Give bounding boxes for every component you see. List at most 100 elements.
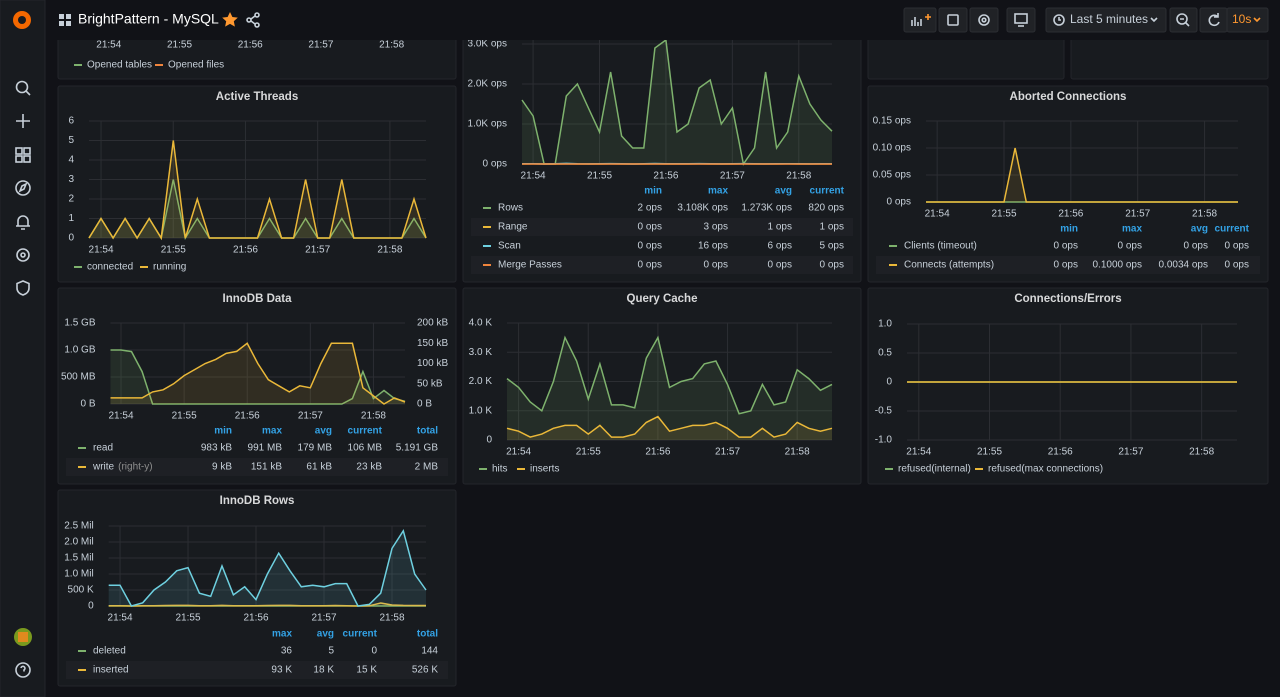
x-tick-label: 21:55: [576, 447, 601, 458]
view-mode-button[interactable]: [1006, 7, 1036, 33]
panel: [57, 489, 457, 687]
x-tick-label: 21:58: [786, 171, 811, 182]
series-area: [89, 140, 426, 238]
add-panel-icon: [911, 17, 922, 26]
y-tick-label: 3.0K ops: [468, 39, 507, 50]
y2-tick-label: 200 kB: [417, 318, 448, 329]
panel: [867, 85, 1269, 283]
y-tick-label: 0: [68, 233, 74, 244]
chevron: [1150, 17, 1158, 23]
legend-label: running: [153, 262, 186, 273]
x-tick-label: 21:57: [715, 447, 740, 458]
create-icon[interactable]: [16, 114, 30, 128]
y-tick-label: 1.0: [878, 319, 892, 330]
legend-row-band: [471, 218, 853, 236]
x-tick-label: 21:58: [379, 40, 404, 51]
legend-value: 526 K: [412, 665, 438, 676]
clock-icon: [1058, 17, 1061, 21]
panel: [462, 287, 862, 485]
y-tick-label: 0: [886, 377, 892, 388]
gear-icon: [978, 14, 990, 26]
y-tick-label: -1.0: [875, 435, 893, 446]
x-tick-label: 21:54: [89, 245, 114, 256]
search-icon[interactable]: [15, 80, 31, 96]
legend-label: connected: [87, 262, 133, 273]
help-icon[interactable]: [15, 662, 31, 678]
zoom-out-button[interactable]: [1169, 7, 1198, 33]
x-tick-label: 21:54: [506, 447, 531, 458]
gear-icon: [981, 17, 987, 23]
x-tick-label: 21:57: [311, 613, 336, 624]
x-tick-label: 21:58: [377, 245, 402, 256]
legend-value: 6 ops: [768, 241, 792, 252]
legend-header: avg: [1191, 224, 1208, 235]
legend-value: 23 kB: [356, 462, 382, 473]
panel-title: InnoDB Data: [223, 293, 293, 305]
y-tick-label: 0.05 ops: [873, 170, 911, 181]
legend-value: 0 ops: [1118, 241, 1142, 252]
panel-title: Query Cache: [627, 293, 698, 305]
save-button[interactable]: [938, 7, 968, 33]
x-tick-label: 21:55: [587, 171, 612, 182]
series-line: [110, 349, 406, 405]
x-tick-label: 21:56: [1058, 209, 1083, 220]
legend-value: 36: [281, 646, 293, 657]
legend-header: current: [1215, 224, 1250, 235]
y-tick-label: 0 ops: [483, 159, 507, 170]
y-tick-label: 0.15 ops: [873, 116, 911, 127]
legend-value: 0 ops: [1225, 260, 1249, 271]
legend-label: Connects (attempts): [904, 260, 994, 271]
admin-icon[interactable]: [16, 280, 30, 296]
legend-label: Opened tables: [87, 60, 152, 71]
legend-value: 3 ops: [704, 222, 728, 233]
configuration-icon[interactable]: [16, 248, 30, 262]
x-tick-label: 21:54: [925, 209, 950, 220]
legend-value: 144: [421, 646, 438, 657]
legend-value: 0 ops: [704, 260, 728, 271]
x-tick-label: 21:54: [109, 411, 134, 422]
star-icon[interactable]: [222, 12, 238, 27]
legend-label: inserts: [530, 464, 559, 475]
x-tick-label: 21:55: [172, 411, 197, 422]
series-area: [507, 337, 832, 440]
x-tick-label: 21:58: [361, 411, 386, 422]
time-picker[interactable]: [1045, 7, 1167, 33]
legend-value: 5: [328, 646, 334, 657]
panel-title: Aborted Connections: [1010, 91, 1127, 103]
legend-header: avg: [315, 426, 332, 437]
dashboards-icon[interactable]: [15, 147, 31, 163]
alerting-icon[interactable]: [16, 215, 30, 230]
x-tick-label: 21:56: [238, 40, 263, 51]
time-range: Last 5 minutes: [1070, 12, 1148, 26]
legend-label: write: [92, 462, 115, 473]
share-icon[interactable]: [246, 12, 260, 28]
legend-label: Merge Passes: [498, 260, 562, 271]
x-tick-label: 21:57: [305, 245, 330, 256]
y-tick-label: 0: [486, 435, 492, 446]
legend-value: 5.191 GB: [396, 443, 439, 454]
y-tick-label: 2.0K ops: [468, 79, 507, 90]
settings-button[interactable]: [969, 7, 999, 33]
x-tick-label: 21:57: [720, 171, 745, 182]
refresh-interval: 10s: [1232, 12, 1251, 26]
refresh-interval-picker[interactable]: [1226, 7, 1269, 33]
explore-icon[interactable]: [15, 180, 31, 196]
dashboard-grid-icon: [59, 14, 71, 26]
y2-tick-label: 50 kB: [417, 378, 443, 389]
refresh-button[interactable]: [1199, 7, 1228, 33]
y-tick-label: 6: [68, 116, 74, 127]
legend-header: max: [262, 426, 282, 437]
y2-tick-label: 150 kB: [417, 338, 448, 349]
legend-value: 16 ops: [698, 241, 728, 252]
y-tick-label: 2.5 Mil: [64, 521, 93, 532]
x-tick-label: 21:55: [977, 447, 1002, 458]
series-line: [108, 528, 427, 607]
y-tick-label: 2.0 K: [469, 376, 493, 387]
toolbar: Last 5 minutes 10s: [903, 7, 1269, 33]
legend-value: 9 kB: [212, 462, 232, 473]
x-tick-label: 21:57: [308, 40, 333, 51]
dashboard-title[interactable]: BrightPattern - MySQL: [78, 11, 219, 27]
legend-value: 1 ops: [768, 222, 792, 233]
panels: 21:54 21:55 21:56 21:57 21:58 Opened tables Op…: [57, 0, 1269, 687]
add-panel-button[interactable]: [903, 7, 937, 33]
